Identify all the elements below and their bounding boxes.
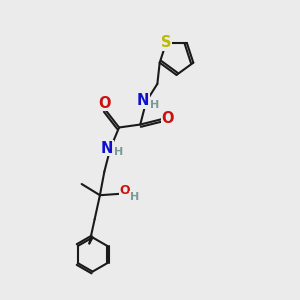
Text: N: N <box>137 93 149 108</box>
Text: O: O <box>119 184 130 197</box>
Text: O: O <box>162 111 174 126</box>
Text: O: O <box>98 95 111 110</box>
Text: H: H <box>114 147 124 157</box>
Text: N: N <box>101 141 113 156</box>
Text: H: H <box>130 192 139 202</box>
Text: H: H <box>150 100 160 110</box>
Text: S: S <box>161 35 171 50</box>
